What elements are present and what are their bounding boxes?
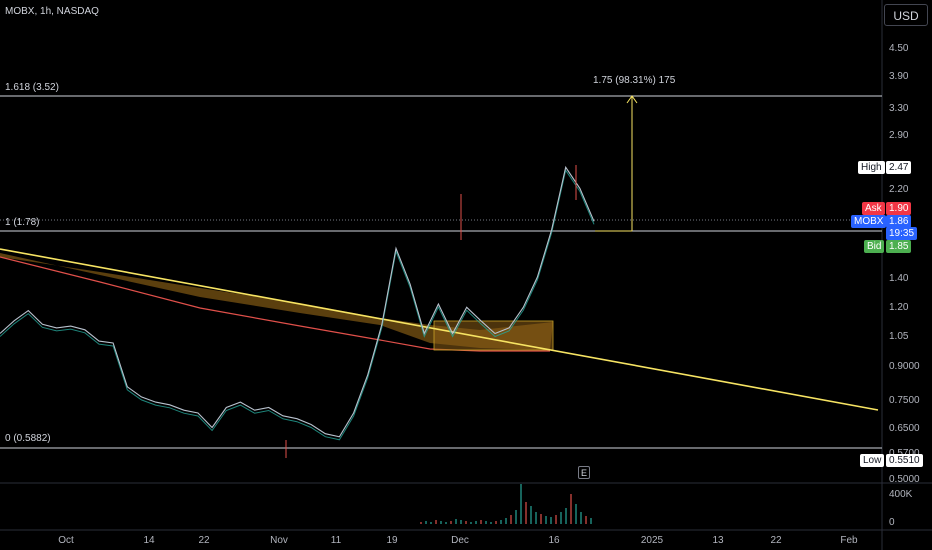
fib-level-0-label: 0 (0.5882)	[5, 433, 51, 444]
price-tick: 2.90	[889, 130, 909, 141]
volume-bar	[435, 520, 437, 524]
price-tick: 0.7500	[889, 395, 920, 406]
projection-label: 1.75 (98.31%) 175	[593, 75, 676, 86]
ask-value: 1.90	[886, 202, 912, 215]
symbol-tag: MOBX	[851, 215, 887, 228]
volume-bar	[560, 512, 562, 524]
fib-level-1-label: 1 (1.78)	[5, 217, 40, 228]
volume-bar	[530, 506, 532, 524]
price-line	[0, 165, 595, 438]
ask-tag: Ask	[862, 202, 885, 215]
volume-bar	[585, 516, 587, 524]
red-moving-average	[0, 256, 550, 352]
symbol-title: MOBX, 1h, NASDAQ	[5, 6, 99, 17]
volume-bar	[460, 520, 462, 524]
volume-bar	[420, 522, 422, 524]
volume-bar	[575, 504, 577, 524]
currency-button[interactable]: USD	[884, 4, 928, 26]
price-tick: 0.5700	[889, 448, 920, 460]
volume-bar	[455, 519, 457, 524]
high-tag: High	[858, 161, 885, 174]
time-tick: 2025	[640, 535, 664, 546]
volume-bar	[540, 514, 542, 524]
time-tick: Oct	[58, 535, 74, 546]
volume-bar	[525, 502, 527, 524]
volume-bar	[580, 512, 582, 524]
price-tick: 1.20	[889, 302, 909, 313]
low-tag: Low	[860, 454, 885, 467]
volume-bar	[510, 515, 512, 524]
volume-bar	[495, 521, 497, 524]
bar-countdown: 19:35	[886, 227, 918, 240]
volume-bar	[590, 518, 592, 524]
time-tick: 22	[198, 535, 210, 546]
volume-bar	[565, 508, 567, 524]
low-value: 0.5510	[886, 454, 923, 467]
bid-value: 1.85	[886, 240, 912, 253]
volume-tick: 0	[889, 517, 895, 528]
time-tick: 13	[712, 535, 724, 546]
price-tick: 0.6500	[889, 423, 920, 434]
price-tick: 0.9000	[889, 361, 920, 372]
time-tick: Feb	[840, 535, 858, 546]
volume-bar	[485, 521, 487, 524]
price-tick: 1.40	[889, 273, 909, 284]
fib-level-1618-label: 1.618 (3.52)	[5, 82, 59, 93]
time-tick: 19	[386, 535, 398, 546]
price-tick: 4.50	[889, 43, 909, 54]
volume-bar	[480, 520, 482, 524]
volume-bar	[515, 510, 517, 524]
volume-bar	[450, 521, 452, 524]
time-tick: 11	[330, 535, 342, 546]
volume-bar	[500, 520, 502, 524]
teal-moving-average	[0, 169, 595, 441]
price-tick: 3.90	[889, 71, 909, 82]
descending-trendline	[0, 248, 879, 411]
volume-bar	[445, 522, 447, 524]
volume-bar	[545, 516, 547, 524]
volume-bar	[465, 521, 467, 524]
volume-bar	[425, 521, 427, 524]
volume-bar	[430, 522, 432, 524]
bid-tag: Bid	[864, 240, 885, 253]
last-price-value: 1.86	[886, 215, 912, 228]
volume-bar	[550, 517, 552, 524]
time-tick: 16	[548, 535, 560, 546]
volume-tick: 400K	[889, 489, 913, 500]
volume-bar	[475, 521, 477, 524]
price-tick: 1.05	[889, 331, 909, 342]
price-tick: 3.30	[889, 103, 909, 114]
volume-bar	[490, 522, 492, 524]
time-tick: Nov	[270, 535, 288, 546]
volume-bar	[520, 484, 522, 524]
volume-bar	[440, 521, 442, 524]
volume-bar	[505, 518, 507, 524]
price-tick: 0.5000	[889, 474, 920, 485]
volume-bar	[470, 522, 472, 524]
projection-arrow-head	[626, 95, 638, 104]
price-tick: 2.20	[889, 184, 909, 195]
time-tick: 14	[143, 535, 155, 546]
time-tick: Dec	[451, 535, 469, 546]
time-tick: 22	[770, 535, 782, 546]
volume-bar	[570, 494, 572, 524]
volume-bar	[535, 512, 537, 524]
high-value: 2.47	[886, 161, 912, 174]
earnings-marker[interactable]: E	[578, 466, 590, 479]
volume-bar	[555, 515, 557, 524]
